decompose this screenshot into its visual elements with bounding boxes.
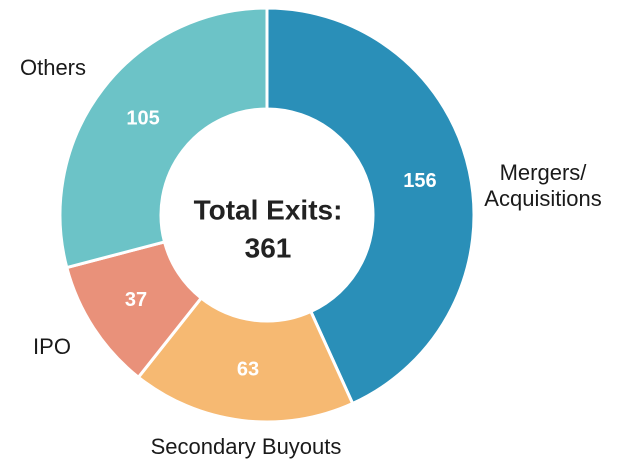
center-total: 361 (245, 232, 292, 263)
donut-slice (265, 6, 476, 406)
value-label: 105 (126, 108, 159, 130)
value-label: 63 (237, 359, 259, 381)
donut-slice (58, 6, 269, 270)
category-label: Secondary Buyouts (150, 434, 342, 459)
value-label: 156 (403, 170, 436, 192)
center-label: Total Exits: (194, 194, 343, 225)
category-label: Mergers/ Acquisitions (484, 160, 602, 211)
value-label: 37 (125, 289, 147, 311)
category-label: IPO (33, 334, 71, 359)
donut-slice (136, 295, 355, 424)
category-label: Others (19, 55, 87, 80)
